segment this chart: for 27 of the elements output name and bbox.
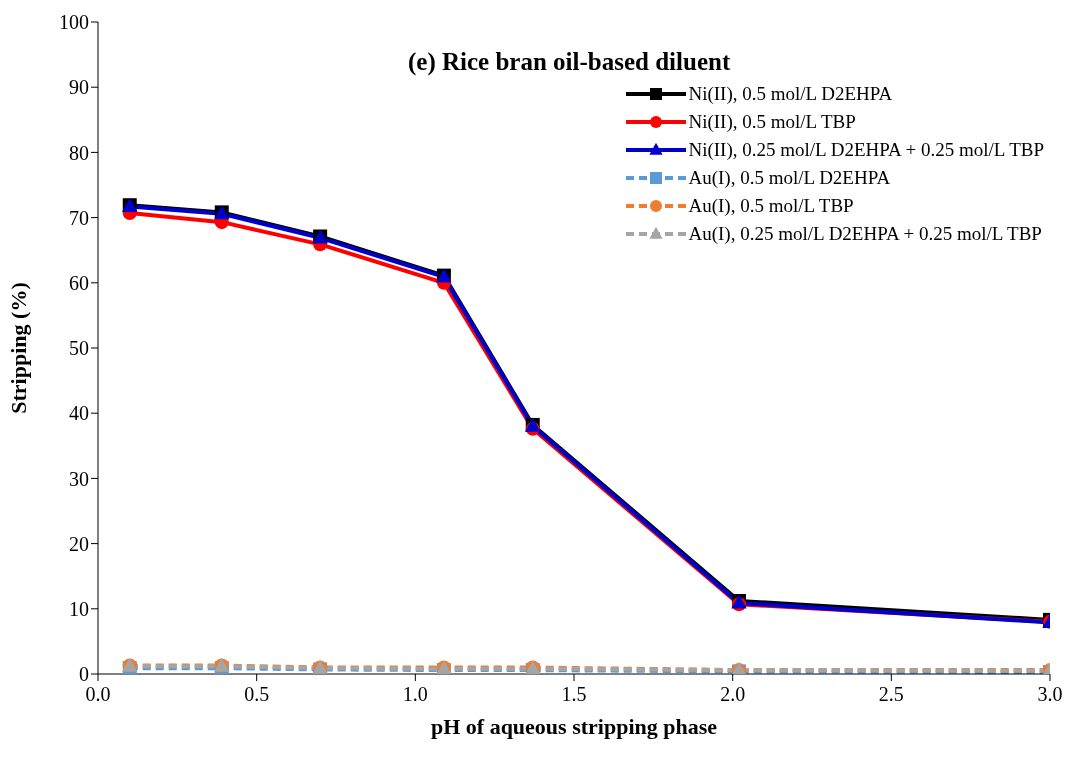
x-tick-label: 1.5 [561, 683, 587, 706]
y-tick-label: 10 [69, 597, 89, 620]
y-tick-label: 0 [79, 663, 89, 686]
legend-label: Au(I), 0.5 mol/L TBP [688, 195, 854, 217]
legend-label: Ni(II), 0.25 mol/L D2EHPA + 0.25 mol/L TBP [688, 139, 1044, 161]
y-tick-label: 70 [69, 206, 89, 229]
y-tick-label: 20 [69, 532, 89, 555]
legend-label: Ni(II), 0.5 mol/L TBP [688, 111, 856, 133]
legend-label: Au(I), 0.5 mol/L D2EHPA [688, 167, 891, 189]
text: (e) Rice bran oil-based diluent [408, 48, 731, 76]
x-tick-label: 0.5 [244, 683, 270, 706]
x-tick-label: 2.5 [878, 683, 904, 706]
x-tick-label: 2.0 [720, 683, 746, 706]
y-tick-label: 100 [59, 11, 89, 34]
y-tick-label: 40 [69, 402, 89, 425]
x-tick-label: 3.0 [1037, 683, 1063, 706]
x-axis-title: pH of aqueous stripping phase [430, 714, 718, 739]
x-tick-label: 1.0 [402, 683, 428, 706]
legend-label: Ni(II), 0.5 mol/L D2EHPA [688, 83, 893, 105]
legend-label: Au(I), 0.25 mol/L D2EHPA + 0.25 mol/L TBP [688, 223, 1042, 245]
y-tick-label: 90 [69, 76, 89, 99]
y-axis-title: Stripping (%) [5, 282, 31, 414]
y-tick-label: 60 [69, 271, 89, 294]
y-tick-label: 50 [69, 337, 89, 360]
y-tick-label: 30 [69, 467, 89, 490]
y-tick-label: 80 [69, 141, 89, 164]
x-tick-label: 0.0 [85, 683, 111, 706]
